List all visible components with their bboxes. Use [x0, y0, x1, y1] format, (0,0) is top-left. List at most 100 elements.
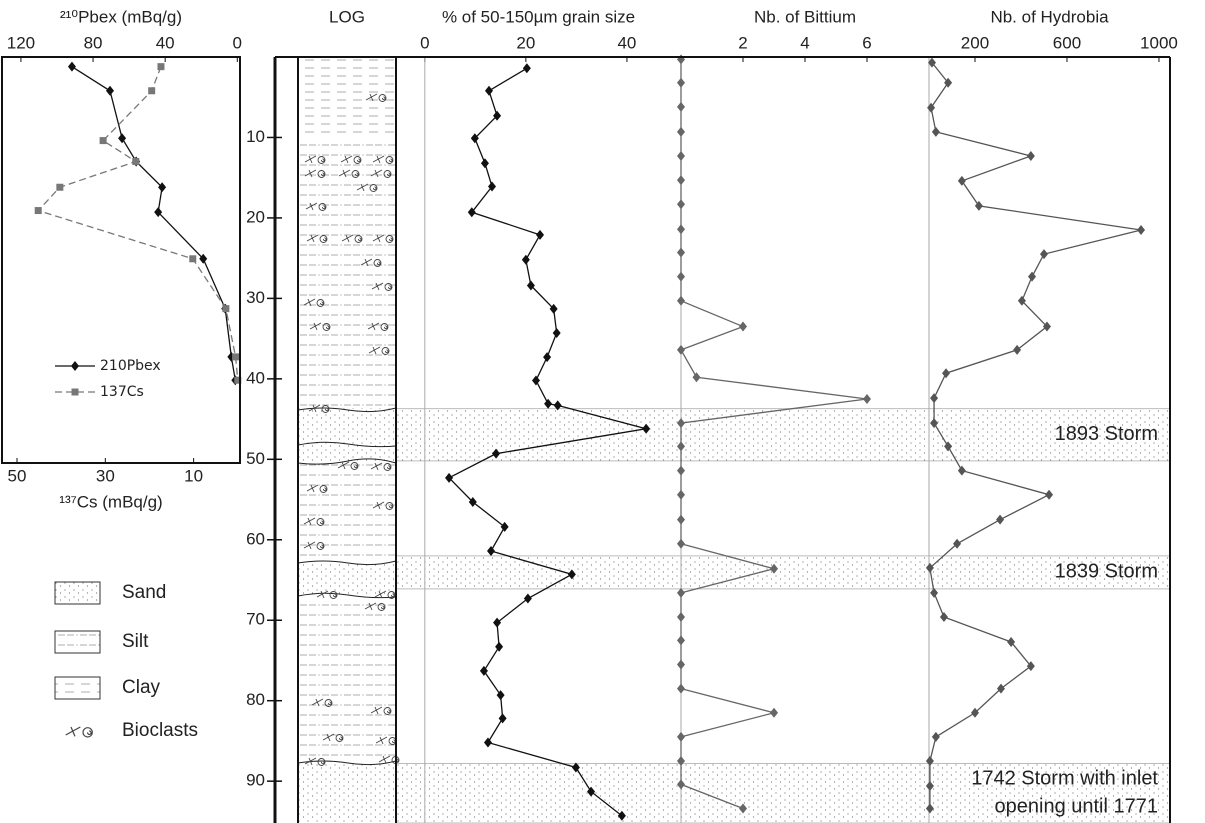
point [677, 126, 685, 137]
log-legend-swatches [54, 581, 101, 738]
frame [1, 56, 1171, 823]
point [1017, 295, 1026, 306]
y-tick-label: 40 [246, 368, 265, 387]
point [522, 63, 531, 74]
point [483, 737, 492, 748]
y-tick-label: 70 [246, 610, 265, 629]
point [677, 489, 685, 500]
storm-label: opening until 1771 [995, 796, 1158, 818]
point [739, 803, 747, 814]
x-tick-label: 20 [516, 33, 535, 52]
point [770, 563, 778, 574]
storm-label: 1839 Storm [1055, 561, 1158, 583]
point [1042, 321, 1051, 332]
point [500, 521, 509, 532]
point [677, 344, 685, 355]
point [677, 779, 685, 790]
point [930, 418, 939, 429]
point [617, 810, 626, 821]
point [234, 376, 242, 384]
point [1039, 249, 1048, 260]
point [543, 352, 552, 363]
point [930, 587, 939, 598]
point [493, 617, 502, 628]
point [677, 612, 685, 623]
point [931, 126, 940, 137]
x-tick-label: 1000 [1140, 33, 1178, 52]
point [677, 538, 685, 549]
point [944, 77, 953, 88]
point [692, 372, 701, 383]
point [571, 762, 580, 773]
x2-tick-label: 30 [96, 466, 115, 485]
x2-axis-title: ¹³⁷Cs (mBq/g) [59, 492, 162, 511]
point [677, 731, 685, 742]
point [677, 150, 685, 161]
point [158, 182, 167, 193]
point [553, 400, 562, 411]
point [445, 472, 454, 483]
x-tick-label: 6 [862, 33, 871, 52]
x-axis-title: ²¹⁰Pbex (mBq/g) [60, 7, 182, 26]
point [487, 546, 495, 557]
point [495, 641, 504, 652]
panel-title: Nb. of Bittium [754, 7, 856, 26]
point [739, 321, 747, 332]
point [996, 514, 1005, 525]
panel-title: % of 50-150µm grain size [442, 7, 635, 26]
legend-label: Clay [122, 677, 161, 698]
legend-marker [71, 388, 79, 396]
x-tick-label: 80 [84, 33, 103, 52]
point [99, 137, 107, 145]
point [925, 780, 934, 791]
point [488, 181, 497, 192]
point [467, 207, 476, 218]
point [677, 756, 685, 767]
legend-label: Bioclasts [122, 720, 198, 741]
point [480, 158, 489, 169]
legend-label: Sand [122, 582, 166, 603]
x-tick-label: 120 [7, 33, 35, 52]
point [925, 803, 934, 814]
plot-layer: 1893 Storm 1839 Storm 1742 Storm with inle… [7, 7, 1178, 823]
legend-label: Silt [122, 631, 149, 652]
point [677, 77, 685, 88]
y-tick-label: 80 [246, 690, 265, 709]
point [587, 786, 596, 797]
point [970, 707, 979, 718]
point [567, 569, 576, 580]
point [1028, 271, 1037, 282]
point [930, 393, 939, 404]
point [232, 353, 240, 361]
point [957, 465, 966, 476]
point [944, 441, 953, 452]
point [953, 538, 962, 549]
point [942, 368, 951, 379]
y-tick-label: 90 [246, 771, 265, 790]
point [468, 496, 477, 507]
point [470, 133, 479, 144]
point [157, 63, 165, 71]
x-tick-label: 4 [800, 33, 809, 52]
point [34, 207, 42, 215]
x2-tick-label: 50 [8, 466, 27, 485]
point [677, 683, 685, 694]
point [492, 448, 501, 459]
y-tick-label: 30 [246, 288, 265, 307]
series-line [37, 66, 239, 381]
point [927, 57, 936, 68]
x-tick-label: 0 [420, 33, 429, 52]
x-tick-label: 40 [156, 33, 175, 52]
point [56, 183, 64, 191]
point [677, 418, 685, 429]
point [1026, 150, 1035, 161]
x2-tick-label: 10 [184, 466, 203, 485]
point [1137, 224, 1146, 235]
point [67, 61, 76, 72]
point [925, 756, 934, 767]
point [677, 175, 685, 186]
point [479, 665, 488, 676]
x-tick-label: 0 [233, 33, 242, 52]
point [939, 612, 948, 623]
point [154, 207, 163, 218]
